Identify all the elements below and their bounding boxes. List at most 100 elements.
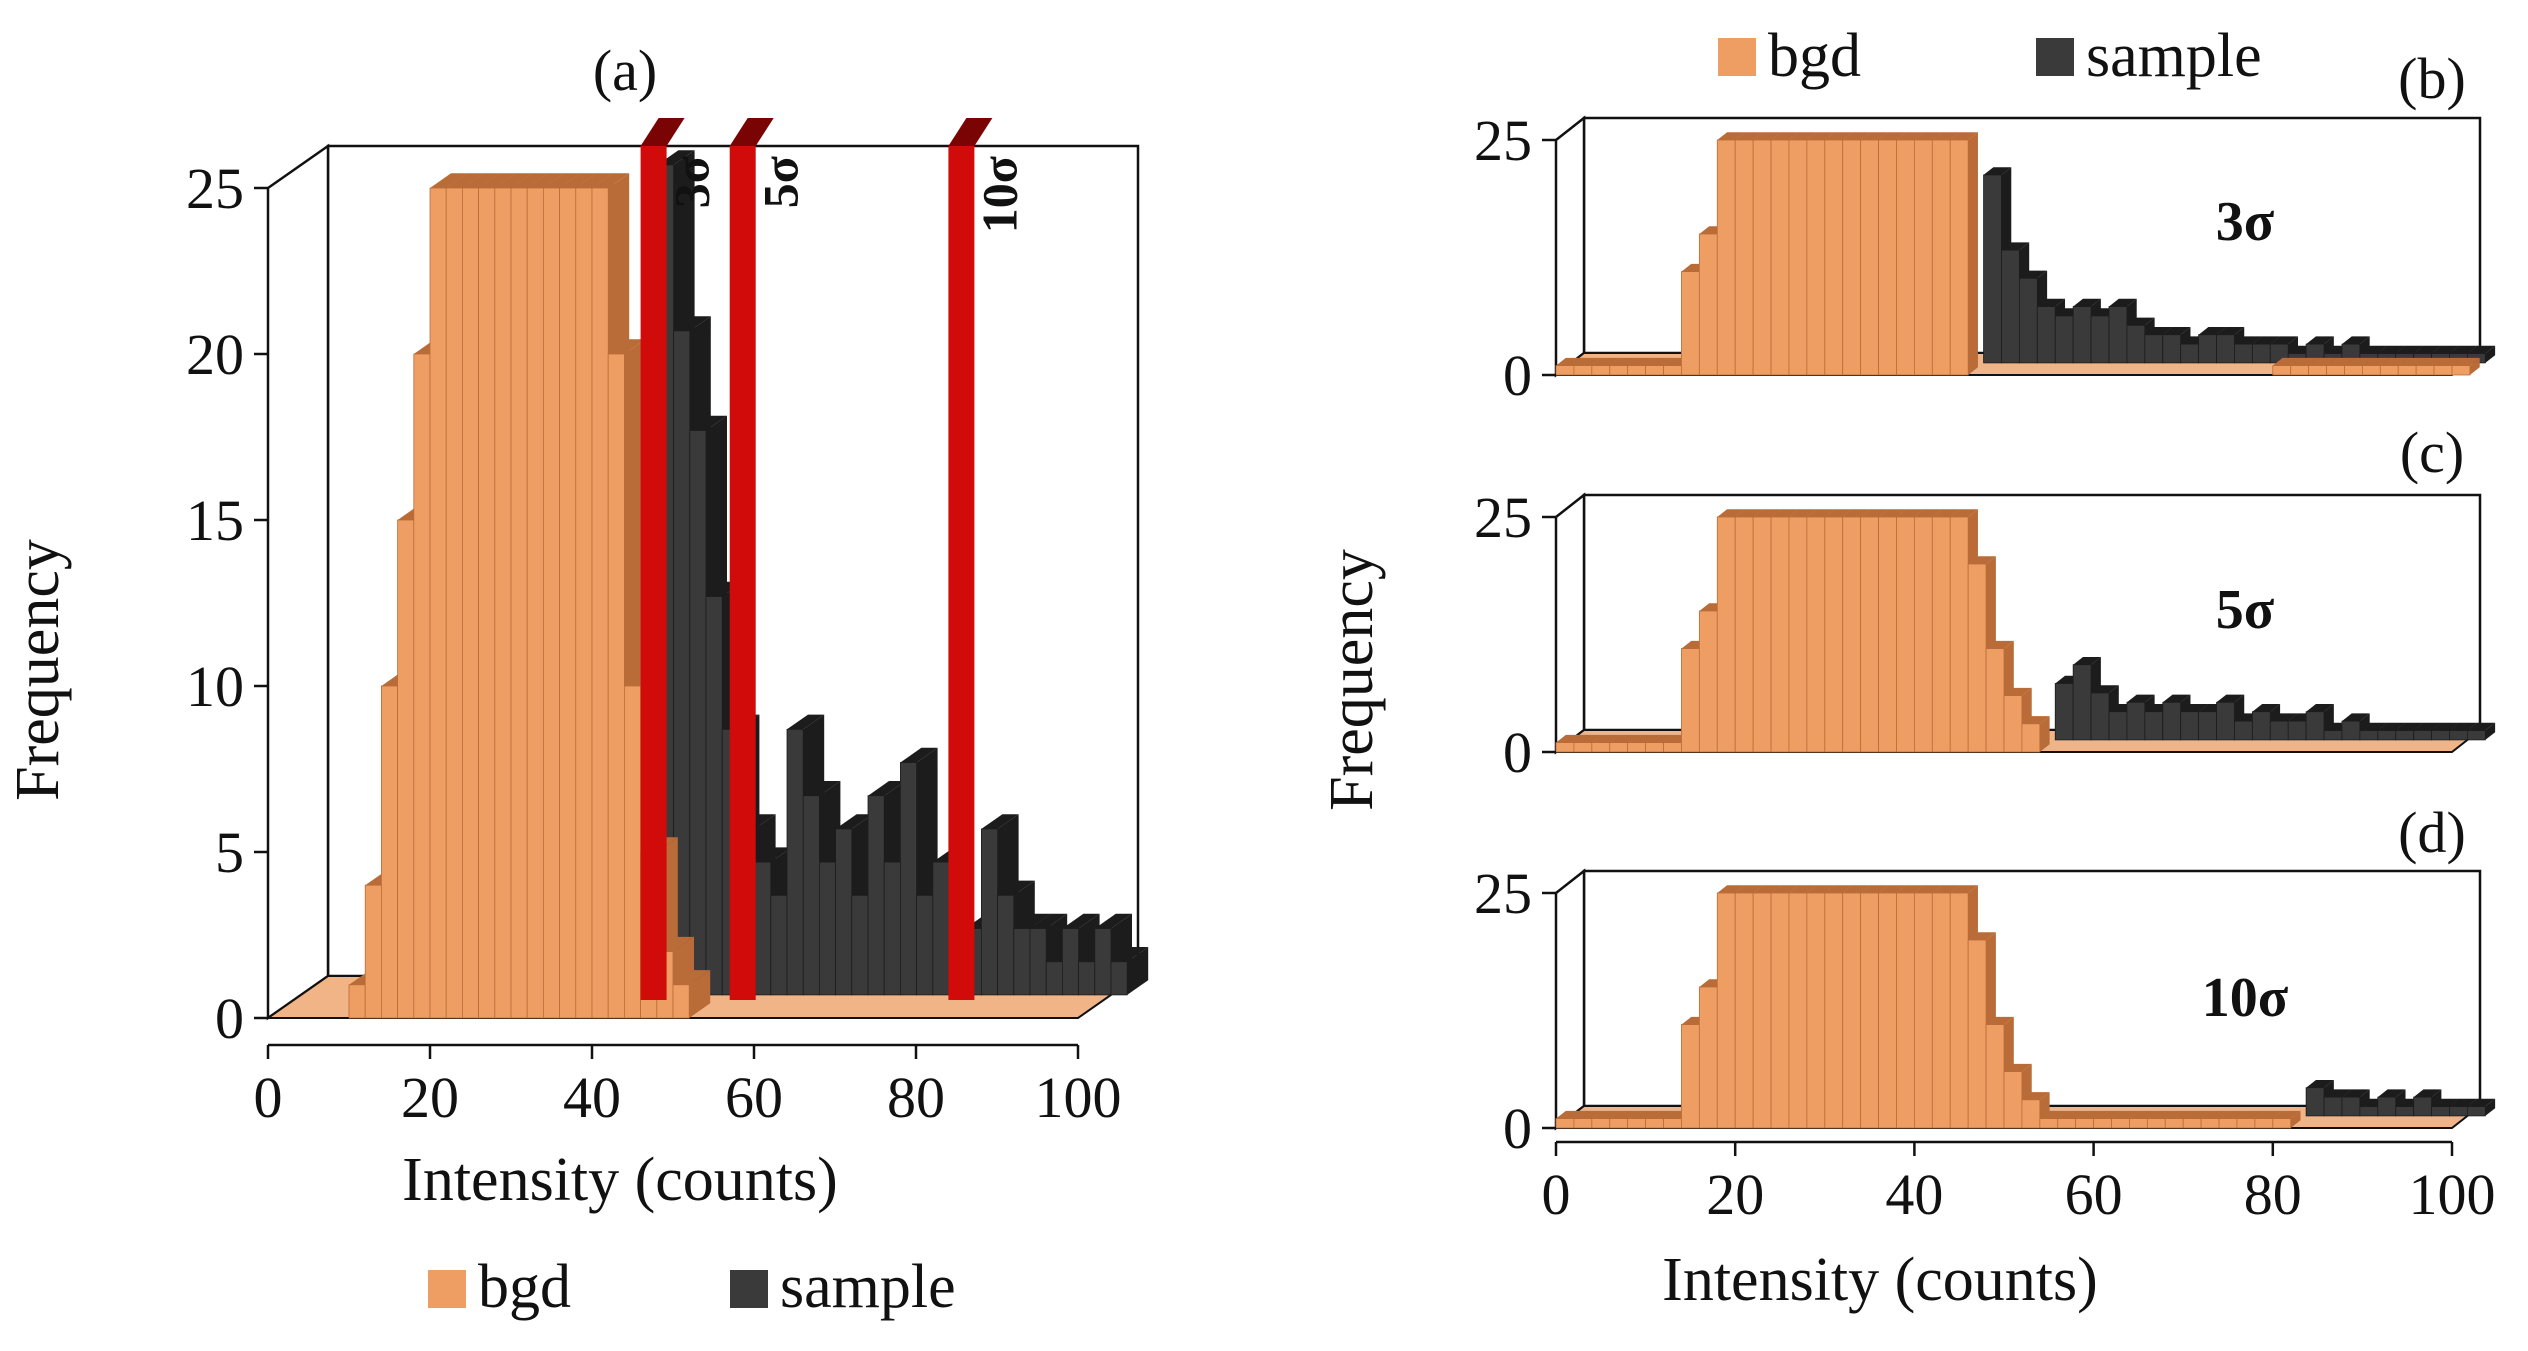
- legend-bgd-swatch: [1718, 38, 1756, 76]
- bgd-bar: [1609, 742, 1629, 753]
- sample-bar: [981, 828, 999, 996]
- sample-bar: [2359, 1106, 2379, 1117]
- panel-b-tag: (b): [2398, 46, 2466, 111]
- bgd-bar-top: [2201, 1110, 2229, 1119]
- bgd-bar-top: [1735, 509, 1763, 517]
- sample-bar: [2108, 306, 2128, 364]
- bgd-bar: [1949, 139, 1969, 376]
- legend-sample-label: sample: [780, 1253, 956, 1321]
- bgd-bar: [429, 187, 447, 1019]
- bgd-bar-top: [1860, 885, 1889, 893]
- bgd-bar-top: [1788, 509, 1817, 517]
- bgd-bar-top: [2452, 357, 2480, 366]
- bgd-bar-top: [1788, 885, 1817, 893]
- sample-bar-top: [2126, 317, 2155, 326]
- sample-bar: [1110, 961, 1128, 996]
- bgd-bar: [380, 685, 398, 1019]
- bgd-bar: [2272, 1118, 2292, 1129]
- bgd-bar: [672, 984, 690, 1019]
- bgd-bar: [1860, 892, 1879, 1129]
- sample-bar-top: [1983, 167, 2012, 175]
- bgd-bar: [1752, 516, 1772, 753]
- sample-bar-top: [2467, 722, 2496, 731]
- bgd-bar-top: [1806, 885, 1835, 893]
- bgd-bar: [1698, 610, 1718, 753]
- legend-sample-swatch: [2036, 38, 2074, 76]
- bgd-bar-top: [1735, 132, 1763, 140]
- sample-bar: [2449, 730, 2468, 741]
- sample-bar-top: [2001, 242, 2030, 251]
- bgd-bar-top: [511, 173, 549, 188]
- bgd-bar: [2200, 1118, 2220, 1129]
- bgd-bar: [413, 353, 431, 1019]
- sample-bar: [2036, 306, 2056, 364]
- bgd-bar: [2146, 1118, 2166, 1129]
- bgd-bar-top: [2021, 716, 2050, 724]
- bgd-bar-top: [1573, 1110, 1602, 1119]
- bgd-bar: [2021, 1099, 2041, 1129]
- bgd-bar-top: [2398, 357, 2426, 366]
- sample-bar-top: [2252, 336, 2281, 345]
- sample-bar: [2413, 1096, 2432, 1117]
- sample-bar: [802, 795, 820, 996]
- sample-bar: [883, 861, 901, 996]
- bgd-bar-top: [1932, 132, 1961, 140]
- bgd-bar-top: [2416, 357, 2444, 366]
- x-tick-label: 0: [254, 1065, 283, 1130]
- sample-bar-top: [2377, 1089, 2406, 1098]
- sample-bar-top: [689, 415, 727, 431]
- sample-bar-top: [2306, 1080, 2334, 1088]
- bgd-bar: [2290, 365, 2310, 376]
- bgd-bar: [2003, 1071, 2023, 1129]
- panel-bcd-xlabel: Intensity (counts): [1662, 1246, 2098, 1314]
- bgd-bar: [624, 685, 642, 1019]
- bgd-bar-top: [1878, 132, 1907, 140]
- bgd-bar: [1788, 139, 1808, 376]
- bgd-bar-top: [1735, 885, 1763, 893]
- sample-bar: [2090, 315, 2110, 364]
- bgd-bar: [2218, 1118, 2238, 1129]
- panel-a-xlabel: Intensity (counts): [402, 1146, 838, 1214]
- sample-bar-top: [2413, 345, 2442, 354]
- bgd-bar: [510, 187, 528, 1019]
- sample-bar: [2466, 1106, 2486, 1117]
- bgd-bar: [1573, 1118, 1593, 1129]
- sample-bar: [2431, 730, 2450, 741]
- bgd-bar: [1824, 516, 1844, 753]
- sample-bar-top: [2431, 345, 2460, 354]
- bgd-bar-top: [2021, 1092, 2050, 1100]
- bgd-bar-top: [2183, 1110, 2211, 1119]
- sample-bar-top: [2467, 1098, 2496, 1107]
- bgd-bar-top: [1627, 1110, 1656, 1119]
- sample-bar: [2072, 664, 2092, 741]
- sample-bar-top: [2162, 327, 2191, 335]
- y-tick-label: 25: [186, 156, 244, 221]
- sample-bar: [2180, 711, 2199, 741]
- bgd-bar: [1842, 139, 1862, 376]
- sample-bar: [2323, 730, 2343, 741]
- sample-bar: [1029, 928, 1047, 996]
- sample-bar-top: [2359, 722, 2388, 731]
- bgd-bar: [526, 187, 544, 1019]
- bgd-bar-top: [1645, 1110, 1674, 1119]
- x-tick-label: 20: [401, 1065, 459, 1130]
- sample-bar: [786, 728, 804, 996]
- sample-bar-top: [2270, 336, 2298, 345]
- bgd-bar-top: [446, 173, 484, 188]
- panel-c-annotation: 5σ: [2216, 579, 2275, 641]
- sample-bar-top: [2431, 1098, 2460, 1107]
- sample-bar-side: [2485, 722, 2496, 740]
- bgd-bar-top: [1950, 132, 1978, 140]
- bgd-bar-top: [1591, 734, 1620, 743]
- bgd-bar: [607, 353, 625, 1019]
- bgd-bar: [1931, 892, 1951, 1129]
- bgd-bar-top: [1609, 734, 1638, 743]
- panel-a-legend: bgd sample: [428, 1253, 956, 1321]
- sample-bar: [2395, 1106, 2415, 1117]
- sample-bar-top: [2216, 327, 2245, 335]
- sample-bar-top: [2073, 298, 2101, 307]
- sample-bar-top: [2162, 694, 2191, 703]
- sample-bar: [1062, 928, 1080, 996]
- bgd-bar: [2003, 695, 2023, 753]
